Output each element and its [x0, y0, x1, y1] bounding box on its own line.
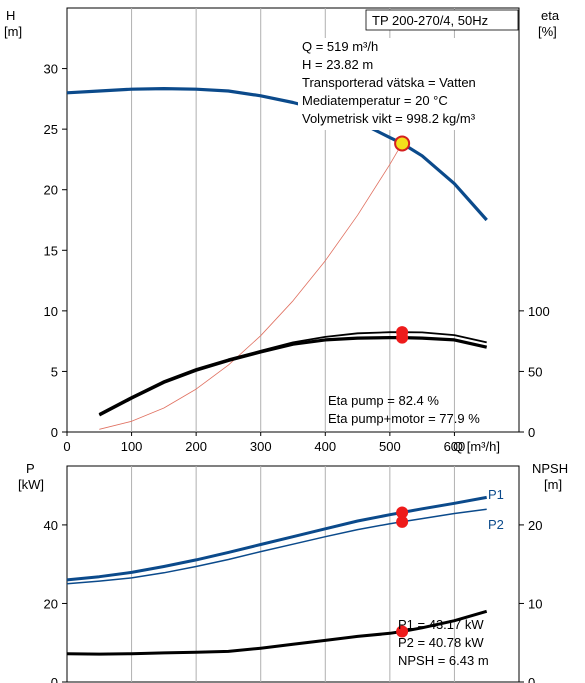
- p2-operating-point: [396, 515, 409, 528]
- y2-tick-label: 50: [528, 364, 542, 379]
- x-tick-label: 0: [63, 439, 70, 454]
- info-line: Q = 519 m³/h: [302, 39, 378, 54]
- info-background: [298, 38, 510, 130]
- x-tick-label: 400: [314, 439, 336, 454]
- series-p1: [66, 495, 487, 582]
- series-system-curve: [99, 143, 403, 430]
- p1-operating-point: [396, 506, 409, 519]
- x-tick-label: 300: [250, 439, 272, 454]
- bottom-series: [66, 495, 488, 656]
- top-right-axis-unit: [%]: [538, 24, 557, 39]
- top-series: [66, 87, 488, 430]
- eta-pump-label: Eta pump = 82.4 %: [328, 393, 439, 408]
- y2-tick-label: 10: [528, 596, 542, 611]
- top-grid: [131, 8, 455, 432]
- y-tick-label: 40: [44, 518, 58, 533]
- operating-point-markers: [394, 135, 411, 638]
- x-tick-label: 200: [185, 439, 207, 454]
- top-plot-frame: [66, 7, 520, 433]
- bottom-left-axis-title: P: [26, 461, 35, 476]
- y-tick-label: 30: [44, 62, 58, 77]
- eta-pump-motor-label: Eta pump+motor = 77.9 %: [328, 411, 480, 426]
- y-tick-label: 5: [51, 364, 58, 379]
- bottom-plot-frame: [66, 465, 520, 683]
- bottom-ticks: 0 20 40 0 10 20: [44, 518, 543, 683]
- y-tick-label: 15: [44, 243, 58, 258]
- info-line: Mediatemperatur = 20 °C: [302, 93, 448, 108]
- series-p2: [66, 508, 487, 585]
- npsh-value: NPSH = 6.43 m: [398, 653, 489, 668]
- series-label-p2: P2: [488, 517, 504, 532]
- x-axis-title: Q [m³/h]: [453, 439, 500, 454]
- y-tick-label: 25: [44, 122, 58, 137]
- x-tick-label: 100: [121, 439, 143, 454]
- npsh-operating-point: [396, 625, 409, 638]
- info-line: H = 23.82 m: [302, 57, 373, 72]
- eta-pump-motor-operating-point: [396, 331, 409, 344]
- bottom-right-axis-unit: [m]: [544, 477, 562, 492]
- y-tick-label: 0: [51, 675, 58, 683]
- series-label-p1: P1: [488, 487, 504, 502]
- y-tick-label: 0: [51, 425, 58, 440]
- y-tick-label: 10: [44, 304, 58, 319]
- pump-label: TP 200-270/4, 50Hz: [372, 13, 488, 28]
- y-tick-label: 20: [44, 596, 58, 611]
- y2-tick-label: 0: [528, 675, 535, 683]
- p2-value: P2 = 40.78 kW: [398, 635, 484, 650]
- top-left-axis-unit: [m]: [4, 24, 22, 39]
- bottom-left-axis-unit: [kW]: [18, 477, 44, 492]
- bottom-right-axis-title: NPSH: [532, 461, 568, 476]
- series-eta-pump-motor: [98, 336, 488, 417]
- series-head: [66, 87, 488, 222]
- info-line: Transporterad vätska = Vatten: [302, 75, 476, 90]
- top-left-axis-title: H: [6, 8, 15, 23]
- x-tick-label: 500: [379, 439, 401, 454]
- y2-tick-label: 0: [528, 425, 535, 440]
- top-right-axis-title: eta: [541, 8, 560, 23]
- series-npsh: [66, 609, 488, 656]
- y2-tick-label: 20: [528, 518, 542, 533]
- y2-tick-label: 100: [528, 304, 550, 319]
- y-tick-label: 20: [44, 183, 58, 198]
- info-line: Volymetrisk vikt = 998.2 kg/m³: [302, 111, 476, 126]
- p1-value: P1 = 43.17 kW: [398, 617, 484, 632]
- x-tick-label: 600: [444, 439, 466, 454]
- head-operating-point: [394, 135, 411, 152]
- pump-label-box: [365, 9, 519, 31]
